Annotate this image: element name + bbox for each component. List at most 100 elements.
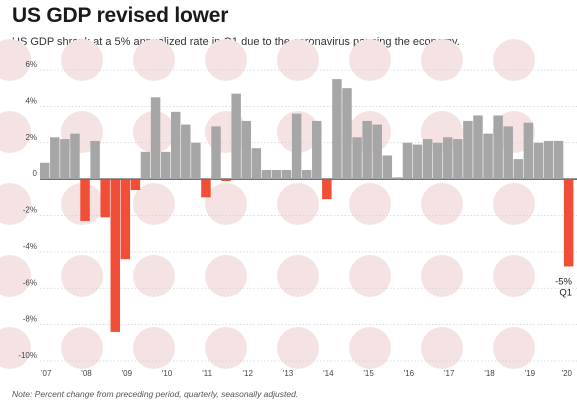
pattern-dot — [61, 255, 103, 297]
bar-2017Q1 — [443, 137, 453, 180]
pattern-dot — [133, 183, 175, 225]
bar-2011Q1 — [201, 179, 211, 198]
pattern-dot — [0, 183, 31, 225]
x-tick-label: '20 — [562, 369, 573, 378]
bar-2016Q4 — [432, 142, 443, 180]
pattern-dot — [421, 183, 463, 225]
bar-2015Q2 — [372, 124, 382, 180]
pattern-dot — [133, 255, 175, 297]
pattern-dot — [349, 183, 391, 225]
pattern-dot — [493, 183, 535, 225]
x-tick-label: '10 — [162, 369, 173, 378]
y-tick-label: 2% — [25, 133, 37, 142]
background-pattern — [0, 39, 535, 369]
bar-2010Q4 — [191, 142, 201, 180]
y-tick-label: 0 — [33, 169, 38, 178]
bar-2012Q3 — [261, 170, 272, 180]
x-tick-label: '07 — [41, 369, 52, 378]
bar-2018Q4 — [513, 159, 524, 180]
bar-2015Q3 — [382, 155, 393, 180]
bar-2017Q3 — [463, 120, 473, 180]
bar-2012Q2 — [251, 148, 262, 180]
bar-2011Q4 — [231, 93, 241, 180]
chart-title: US GDP revised lower — [12, 4, 229, 27]
y-tick-label: -10% — [18, 351, 37, 360]
bar-2018Q1 — [483, 133, 493, 180]
bar-2011Q3 — [221, 179, 231, 181]
bar-2013Q2 — [291, 113, 302, 180]
pattern-dot — [133, 39, 175, 81]
bar-2010Q1 — [160, 151, 171, 180]
bar-2009Q1 — [120, 179, 131, 260]
pattern-dot — [0, 255, 31, 297]
x-tick-label: '11 — [202, 369, 212, 378]
pattern-dot — [421, 39, 463, 81]
x-tick-label: '13 — [283, 369, 294, 378]
x-tick-label: '16 — [404, 369, 415, 378]
pattern-dot — [277, 39, 319, 81]
bar-2017Q2 — [453, 139, 463, 180]
bar-2018Q3 — [503, 126, 513, 180]
bar-2014Q3 — [342, 88, 352, 180]
bar-2014Q1 — [322, 179, 332, 200]
annotation-value: -5% — [555, 276, 572, 287]
x-tick-label: '08 — [81, 369, 92, 378]
x-tick-label: '17 — [444, 369, 455, 378]
bar-2008Q1 — [80, 179, 90, 221]
x-tick-labels: '07 '08 '09 '10 '11 '12 '13 '14 '15 '16 '17 '18 '19 '… — [41, 369, 573, 378]
bar-2013Q1 — [281, 170, 292, 180]
pattern-dot — [0, 39, 31, 81]
pattern-dot — [277, 255, 319, 297]
pattern-dot — [493, 327, 535, 369]
bar-2009Q2 — [130, 179, 141, 191]
y-tick-label: -4% — [23, 242, 37, 251]
x-tick-label: '09 — [122, 369, 133, 378]
bar-2015Q4 — [392, 177, 403, 180]
y-tick-label: -6% — [23, 278, 37, 287]
bar-2013Q3 — [301, 170, 312, 180]
x-tick-label: '15 — [363, 369, 374, 378]
bar-2016Q2 — [412, 144, 423, 180]
pattern-dot — [277, 183, 319, 225]
pattern-dot — [421, 327, 463, 369]
pattern-dot — [421, 255, 463, 297]
pattern-dot — [205, 183, 247, 225]
pattern-dot — [493, 39, 535, 81]
bar-2012Q1 — [241, 120, 251, 180]
bar-2007Q3 — [60, 139, 70, 180]
bar-2016Q3 — [422, 139, 433, 180]
bar-2009Q3 — [140, 151, 151, 180]
bar-2019Q3 — [543, 140, 554, 180]
y-tick-label: -8% — [23, 315, 37, 324]
x-tick-label: '19 — [525, 369, 536, 378]
bar-2009Q4 — [150, 97, 161, 180]
y-tick-labels: 6% 4% 2% 0 -2% -4% -6% -8% -10% — [18, 60, 37, 360]
pattern-dot — [205, 327, 247, 369]
pattern-dot — [61, 327, 103, 369]
annotation-period: Q1 — [559, 287, 572, 298]
bar-2020Q1 — [563, 179, 574, 267]
pattern-dot — [0, 327, 31, 369]
pattern-dot — [493, 255, 535, 297]
pattern-dot — [349, 327, 391, 369]
pattern-dot — [61, 39, 103, 81]
bar-2016Q1 — [402, 142, 413, 180]
bar-2008Q4 — [110, 179, 121, 332]
pattern-dot — [0, 111, 31, 153]
annotation: -5%Q1 — [555, 276, 572, 298]
bar-2008Q3 — [100, 179, 110, 218]
bar-2014Q2 — [332, 79, 342, 180]
y-tick-label: 6% — [25, 60, 37, 69]
bar-2019Q1 — [523, 122, 534, 180]
bar-2013Q4 — [312, 120, 322, 180]
bars — [40, 79, 574, 332]
bar-2007Q4 — [70, 133, 80, 180]
bar-2010Q3 — [181, 124, 191, 180]
bar-2007Q2 — [50, 137, 60, 180]
x-tick-label: '12 — [243, 369, 254, 378]
bar-2007Q1 — [40, 162, 50, 180]
bar-2017Q4 — [473, 115, 483, 180]
bar-2011Q2 — [211, 126, 221, 180]
pattern-dot — [205, 39, 247, 81]
